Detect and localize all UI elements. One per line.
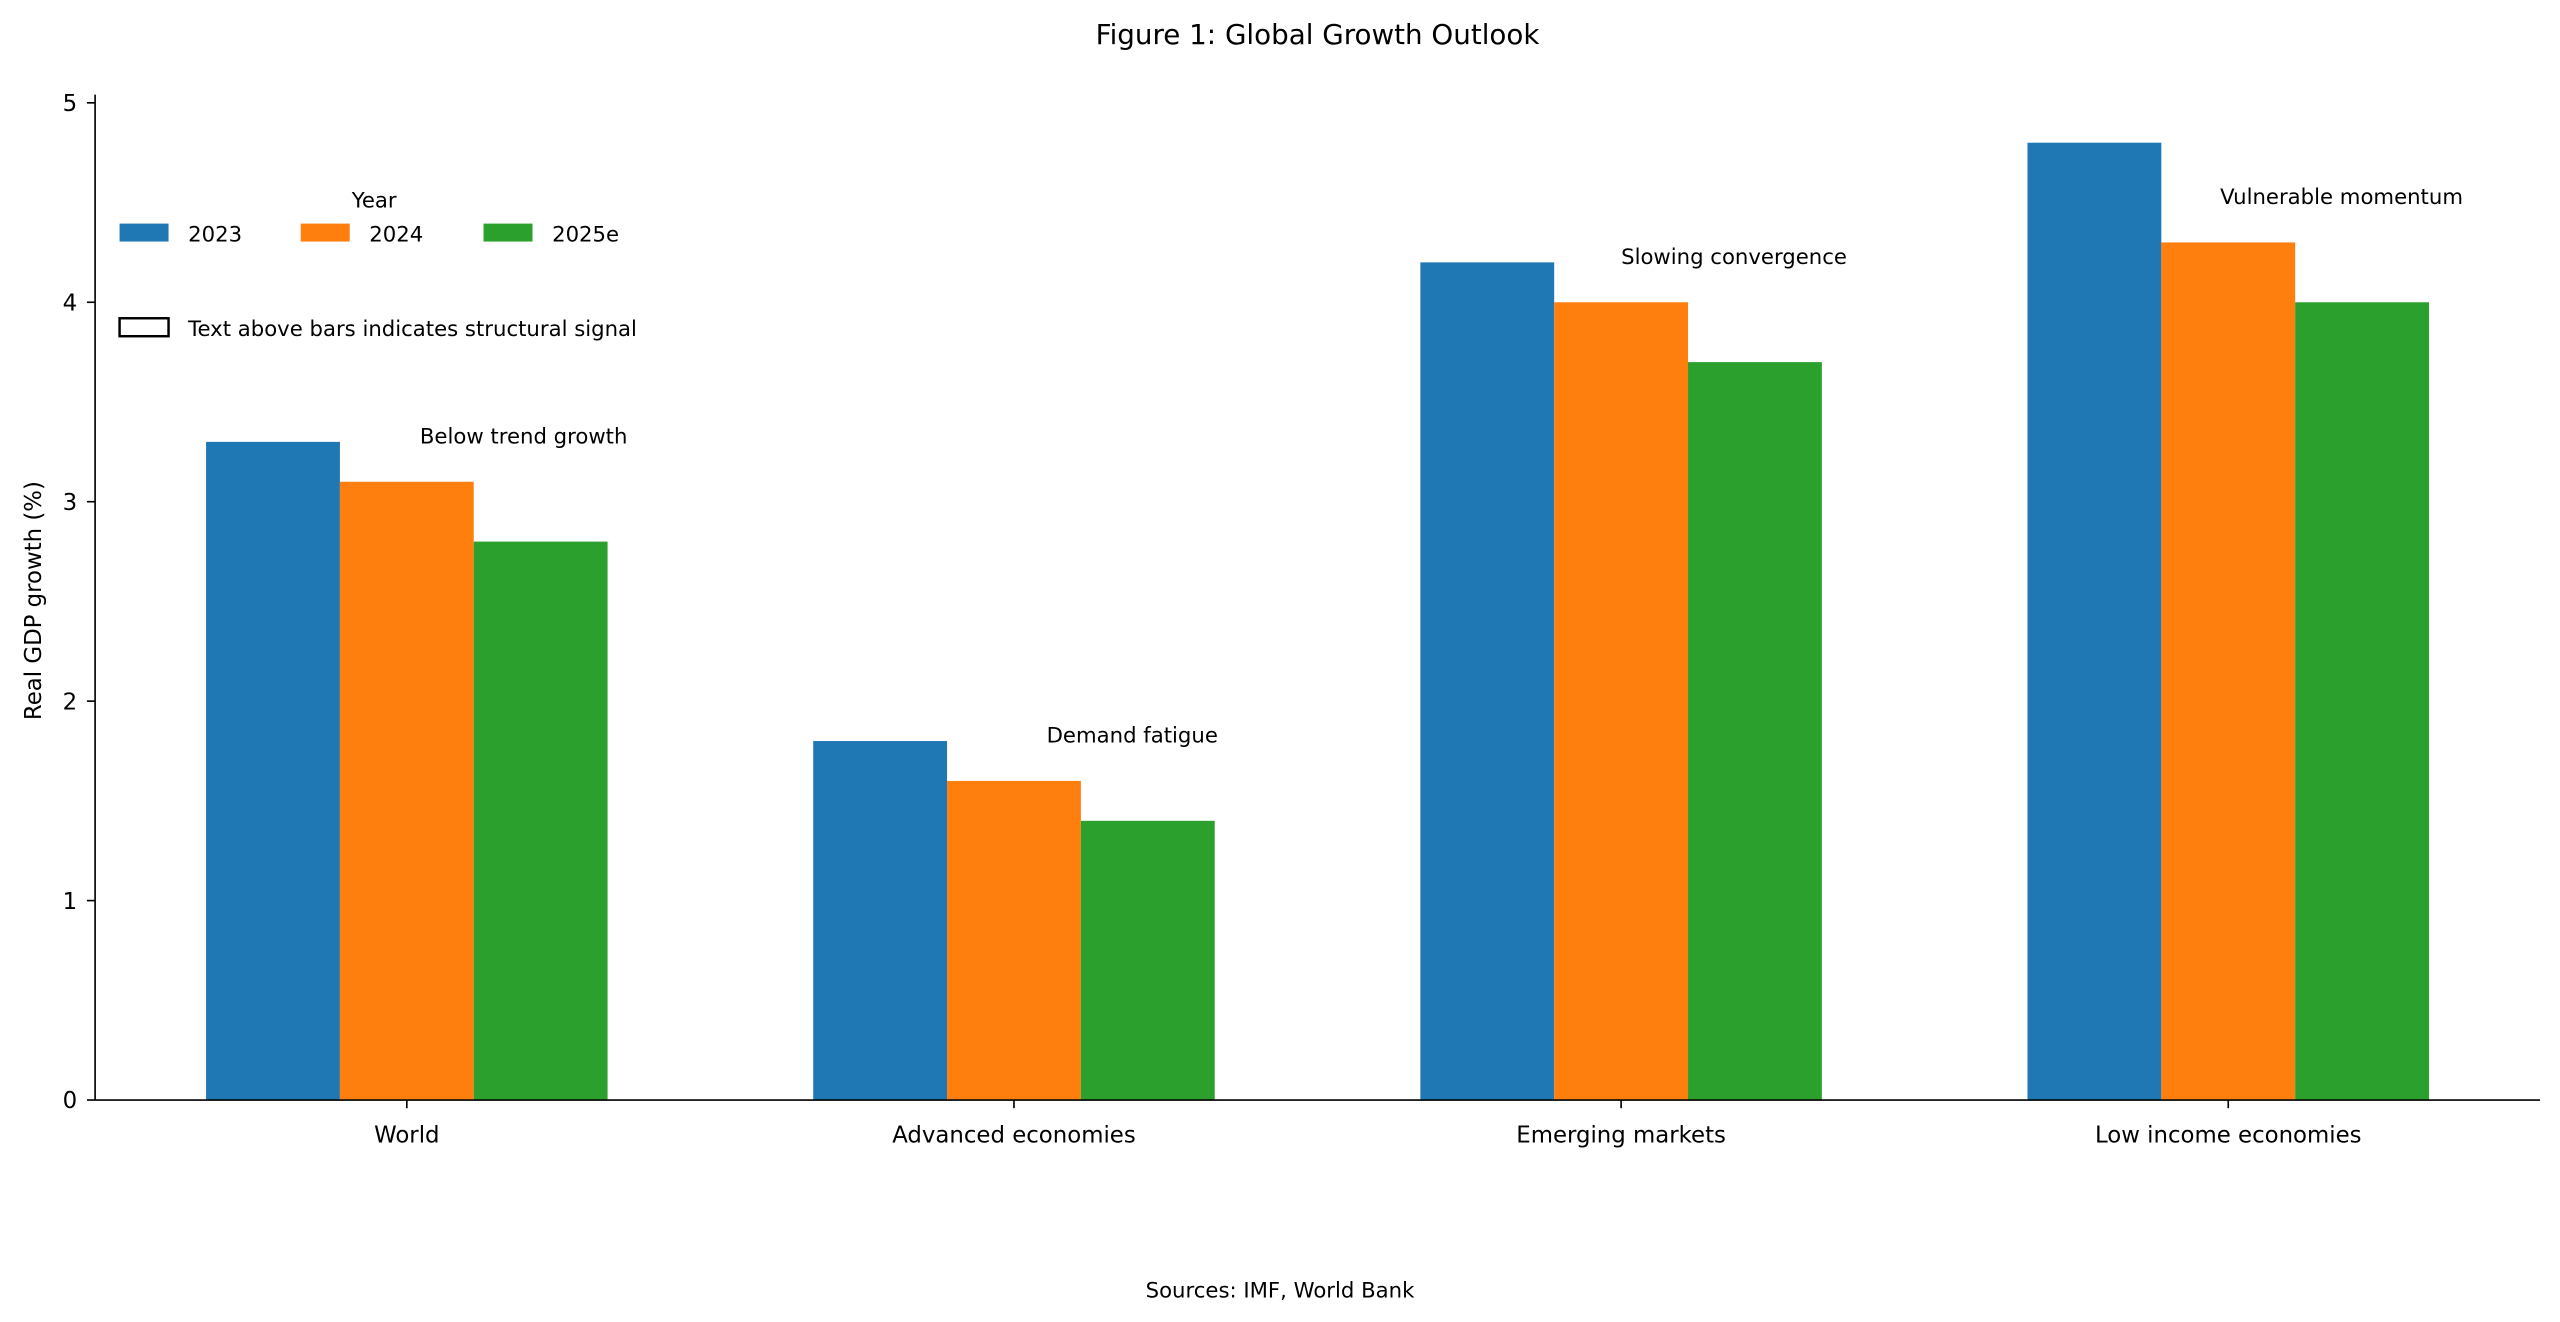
legend-label-2024: 2024	[369, 223, 423, 248]
legend-swatch-2023	[119, 223, 169, 242]
x-tick-label: World	[374, 1122, 439, 1148]
bar-2023-3	[2027, 142, 2162, 1101]
source-note: Sources: IMF, World Bank	[1146, 1279, 1415, 1304]
bar-2023-1	[813, 741, 948, 1101]
bar-2024-3	[2161, 242, 2296, 1101]
bar-2025e-1	[1080, 820, 1215, 1101]
legend: Year 2023 2024 2025e Text above bars indic…	[118, 188, 637, 342]
legend-swatch-2025e	[483, 223, 533, 242]
bar-2024-0	[339, 481, 474, 1101]
y-axis-label: Real GDP growth (%)	[21, 481, 47, 720]
legend-note: Text above bars indicates structural sig…	[187, 317, 637, 342]
bar-2025e-2	[1688, 362, 1822, 1101]
bar-2024-2	[1554, 302, 1689, 1101]
y-tick-label: 2	[63, 689, 78, 715]
legend-label-2023: 2023	[188, 223, 242, 248]
y-tick-label: 0	[63, 1088, 78, 1114]
y-tick-label: 1	[63, 889, 78, 915]
y-tick-label: 5	[63, 91, 78, 117]
chart-title: Figure 1: Global Growth Outlook	[1096, 18, 1540, 51]
y-tick-label: 4	[63, 290, 78, 316]
bar-2025e-0	[473, 541, 608, 1101]
bar-2023-0	[206, 441, 340, 1101]
x-tick-label: Advanced economies	[892, 1122, 1136, 1148]
legend-title: Year	[351, 188, 397, 213]
bar-2023-2	[1420, 262, 1555, 1101]
y-tick-label: 3	[63, 490, 78, 516]
x-tick-label: Emerging markets	[1516, 1122, 1726, 1148]
legend-swatch-2024	[300, 223, 350, 242]
structural-signal-annotation: Demand fatigue	[1047, 724, 1218, 749]
bar-2025e-3	[2295, 302, 2429, 1101]
structural-signal-annotation: Vulnerable momentum	[2220, 185, 2463, 210]
structural-signal-annotation: Slowing convergence	[1621, 245, 1847, 270]
x-tick-label: Low income economies	[2095, 1122, 2362, 1148]
structural-signal-annotation: Below trend growth	[420, 425, 628, 450]
legend-label-2025e: 2025e	[552, 223, 619, 248]
legend-note-swatch	[118, 317, 170, 338]
bar-2024-1	[947, 780, 1081, 1101]
